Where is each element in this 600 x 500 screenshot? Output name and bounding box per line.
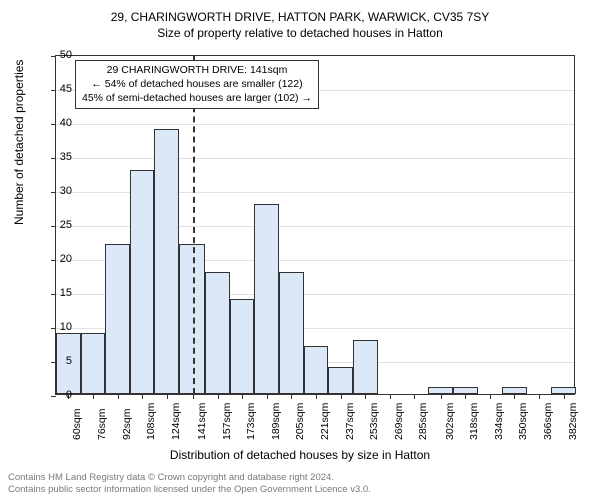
xtick-mark	[193, 394, 194, 399]
xtick-label: 124sqm	[170, 403, 182, 440]
ytick-label: 15	[52, 287, 72, 299]
footer-line1: Contains HM Land Registry data © Crown c…	[8, 472, 371, 484]
xtick-label: 334sqm	[493, 403, 505, 440]
xtick-mark	[390, 394, 391, 399]
xtick-label: 108sqm	[145, 403, 157, 440]
ytick-label: 20	[52, 253, 72, 265]
ytick-label: 40	[52, 117, 72, 129]
xtick-label: 141sqm	[196, 403, 208, 440]
x-axis-label: Distribution of detached houses by size …	[0, 448, 600, 462]
ytick-label: 5	[52, 355, 72, 367]
xtick-label: 157sqm	[221, 403, 233, 440]
histogram-bar	[453, 387, 478, 394]
xtick-mark	[490, 394, 491, 399]
xtick-mark	[93, 394, 94, 399]
annotation-line2: ← 54% of detached houses are smaller (12…	[82, 77, 312, 91]
histogram-bar	[428, 387, 453, 394]
xtick-label: 269sqm	[393, 403, 405, 440]
xtick-label: 76sqm	[96, 408, 108, 440]
xtick-mark	[218, 394, 219, 399]
histogram-bar	[279, 272, 304, 394]
ytick-label: 45	[52, 83, 72, 95]
xtick-label: 189sqm	[270, 403, 282, 440]
xtick-label: 221sqm	[319, 403, 331, 440]
xtick-mark	[118, 394, 119, 399]
xtick-label: 253sqm	[368, 403, 380, 440]
xtick-mark	[242, 394, 243, 399]
ytick-label: 50	[52, 49, 72, 61]
ytick-label: 30	[52, 185, 72, 197]
histogram-bar	[502, 387, 527, 394]
y-axis-label: Number of detached properties	[12, 60, 26, 225]
xtick-label: 60sqm	[71, 408, 83, 440]
xtick-label: 366sqm	[542, 403, 554, 440]
gridline	[56, 158, 574, 159]
histogram-bar	[81, 333, 106, 394]
histogram-bar	[328, 367, 353, 394]
histogram-bar	[353, 340, 378, 394]
xtick-label: 302sqm	[444, 403, 456, 440]
xtick-label: 285sqm	[417, 403, 429, 440]
footer-line2: Contains public sector information licen…	[8, 484, 371, 496]
xtick-mark	[539, 394, 540, 399]
ytick-label: 0	[52, 389, 72, 401]
histogram-bar	[105, 244, 130, 394]
xtick-label: 350sqm	[517, 403, 529, 440]
xtick-mark	[365, 394, 366, 399]
histogram-bar	[130, 170, 155, 394]
histogram-bar	[254, 204, 279, 394]
annotation-box: 29 CHARINGWORTH DRIVE: 141sqm ← 54% of d…	[75, 60, 319, 109]
xtick-mark	[564, 394, 565, 399]
xtick-label: 205sqm	[294, 403, 306, 440]
xtick-label: 237sqm	[344, 403, 356, 440]
xtick-label: 382sqm	[567, 403, 579, 440]
histogram-bar	[230, 299, 255, 394]
annotation-line3: 45% of semi-detached houses are larger (…	[82, 91, 312, 105]
xtick-mark	[316, 394, 317, 399]
xtick-mark	[267, 394, 268, 399]
gridline	[56, 124, 574, 125]
histogram-bar	[205, 272, 230, 394]
histogram-bar	[551, 387, 576, 394]
title-line1: 29, CHARINGWORTH DRIVE, HATTON PARK, WAR…	[0, 0, 600, 24]
ytick-label: 35	[52, 151, 72, 163]
xtick-mark	[465, 394, 466, 399]
ytick-label: 25	[52, 219, 72, 231]
xtick-label: 173sqm	[245, 403, 257, 440]
footer: Contains HM Land Registry data © Crown c…	[8, 472, 371, 496]
chart-container: 29, CHARINGWORTH DRIVE, HATTON PARK, WAR…	[0, 0, 600, 500]
xtick-mark	[291, 394, 292, 399]
xtick-mark	[514, 394, 515, 399]
xtick-mark	[441, 394, 442, 399]
xtick-mark	[341, 394, 342, 399]
xtick-mark	[142, 394, 143, 399]
annotation-line1: 29 CHARINGWORTH DRIVE: 141sqm	[82, 63, 312, 77]
xtick-mark	[167, 394, 168, 399]
xtick-label: 92sqm	[121, 408, 133, 440]
ytick-label: 10	[52, 321, 72, 333]
histogram-bar	[154, 129, 179, 394]
xtick-label: 318sqm	[468, 403, 480, 440]
title-line2: Size of property relative to detached ho…	[0, 24, 600, 40]
xtick-mark	[414, 394, 415, 399]
histogram-bar	[304, 346, 329, 394]
